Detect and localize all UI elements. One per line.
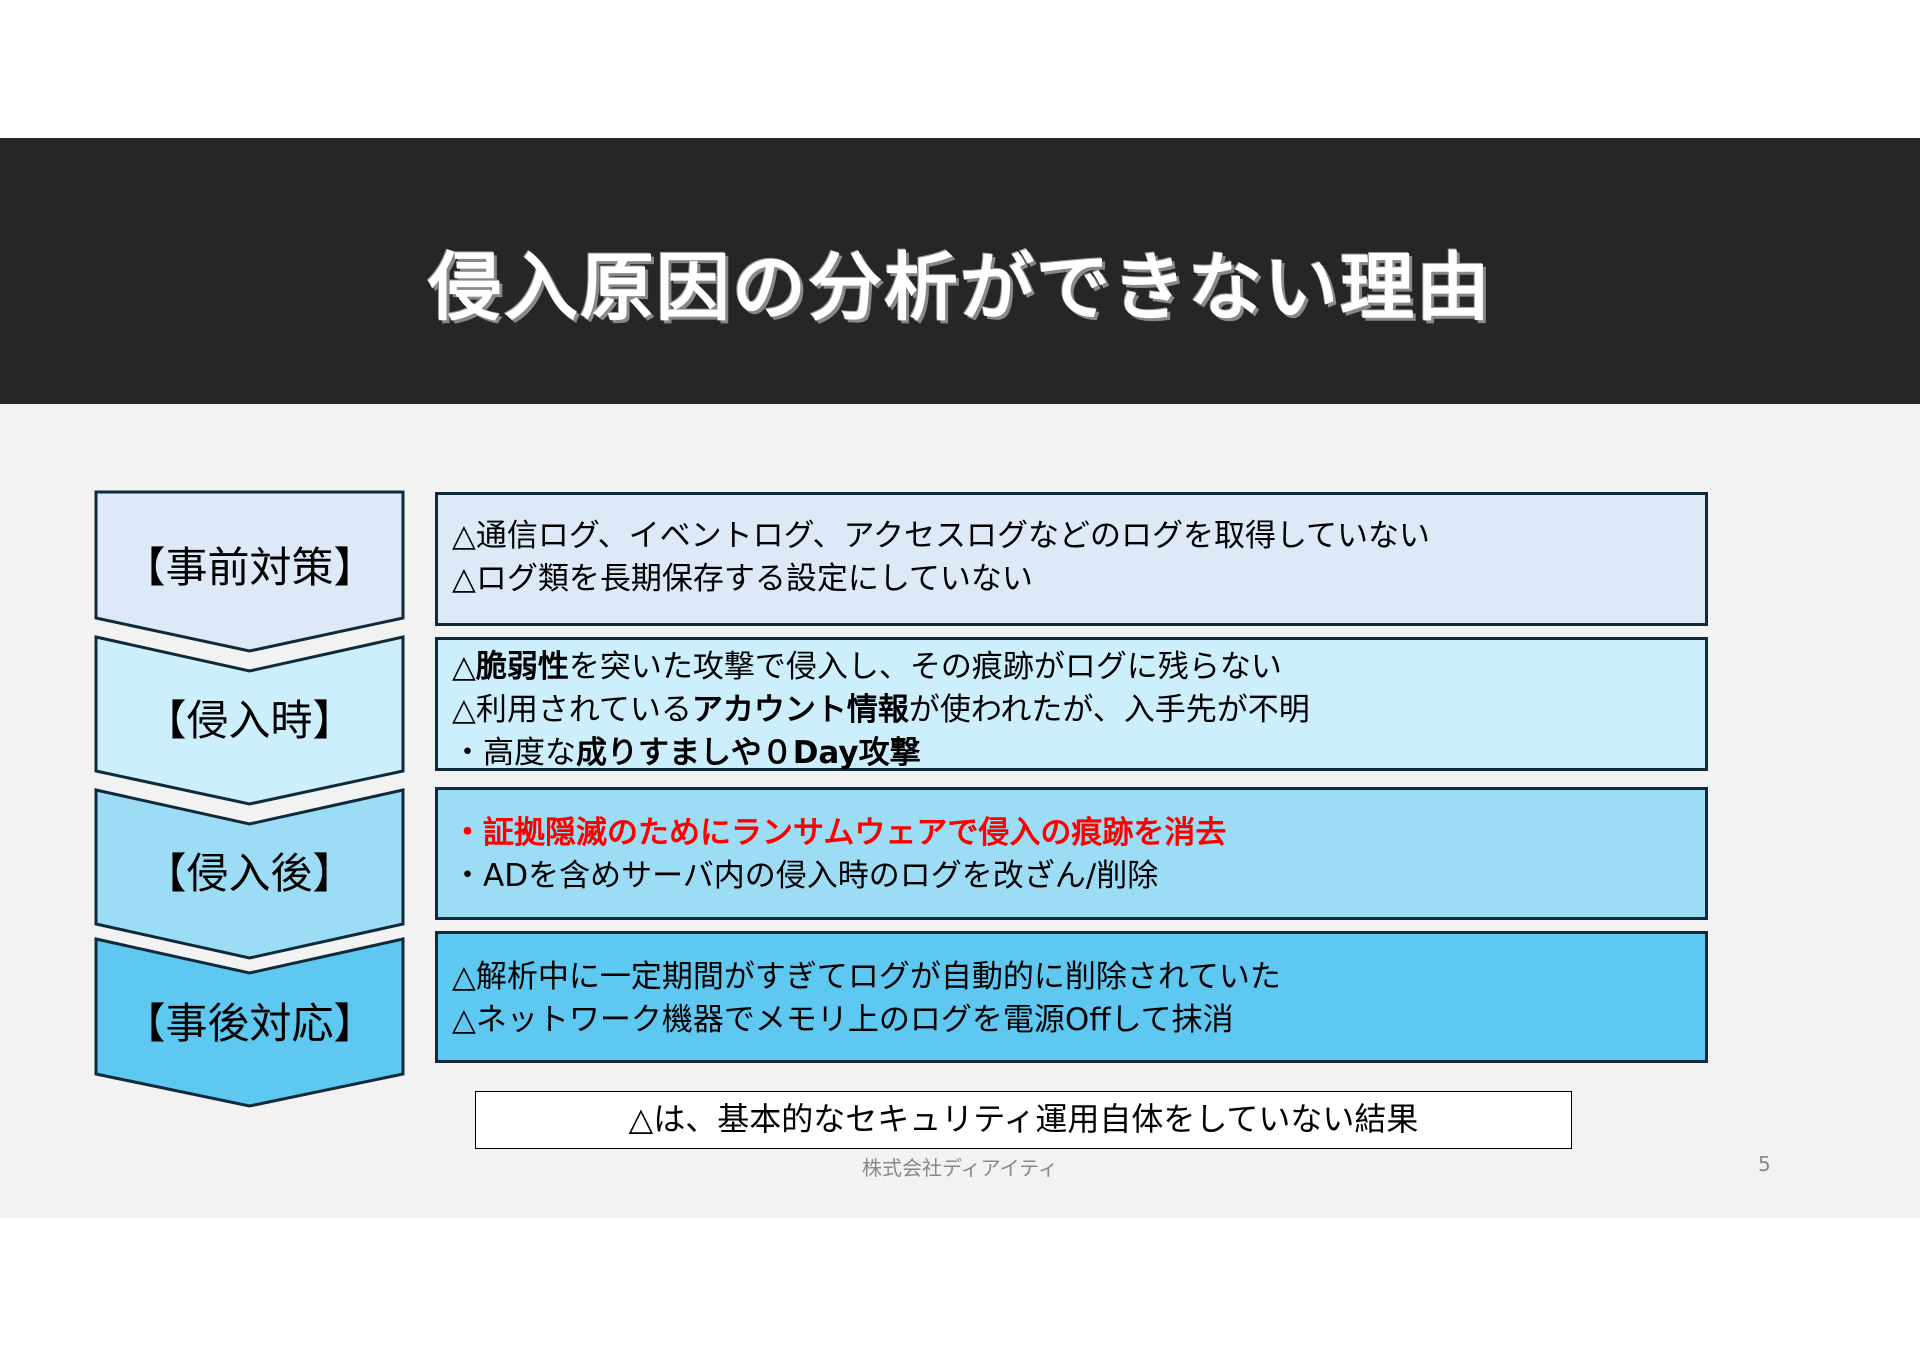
text-segment: ・高度な bbox=[452, 735, 576, 771]
stage-chevron bbox=[94, 937, 405, 1108]
text-segment: △通信ログ、イベントログ、アクセスログなどのログを取得していない bbox=[452, 518, 1431, 554]
stage-box-after: ・証拠隠滅のためにランサムウェアで侵入の痕跡を消去 ・ADを含めサーバ内の侵入時の… bbox=[435, 787, 1708, 920]
stage-line: △脆弱性を突いた攻撃で侵入し、その痕跡がログに残らない bbox=[452, 646, 1691, 689]
footer-company: 株式会社ディアイティ bbox=[862, 1156, 1058, 1180]
stage-box-pre: △通信ログ、イベントログ、アクセスログなどのログを取得していない △ログ類を長期保… bbox=[435, 492, 1708, 626]
stage-line: ・証拠隠滅のためにランサムウェアで侵入の痕跡を消去 bbox=[452, 812, 1691, 855]
stage-line: △利用されているアカウント情報が使われたが、入手先が不明 bbox=[452, 689, 1691, 732]
text-segment: △ログ類を長期保存する設定にしていない bbox=[452, 561, 1033, 597]
text-segment: △解析中に一定期間がすぎてログが自動的に削除されていた bbox=[452, 959, 1281, 995]
text-segment: アカウント情報 bbox=[691, 692, 909, 728]
text-segment: 脆弱性 bbox=[475, 649, 569, 685]
slide-title: 侵入原因の分析ができない理由 bbox=[428, 244, 1492, 331]
text-segment: △ネットワーク機器でメモリ上のログを電源Offして抹消 bbox=[452, 1002, 1234, 1038]
text-segment: が使われたが、入手先が不明 bbox=[908, 692, 1310, 728]
stage-box-during: △脆弱性を突いた攻撃で侵入し、その痕跡がログに残らない △利用されているアカウント… bbox=[435, 637, 1708, 771]
stage-line: △通信ログ、イベントログ、アクセスログなどのログを取得していない bbox=[452, 515, 1691, 558]
note-box: △は、基本的なセキュリティ運用自体をしていない結果 bbox=[475, 1091, 1572, 1149]
title-bar: 侵入原因の分析ができない理由 bbox=[0, 138, 1920, 404]
slide-body: 【事前対策】 【侵入時】 【侵入後】 【事後対応】 △通信ログ、イベントログ、ア… bbox=[0, 404, 1920, 1218]
stage-line: ・ADを含めサーバ内の侵入時のログを改ざん/削除 bbox=[452, 855, 1691, 898]
stage-line: △ネットワーク機器でメモリ上のログを電源Offして抹消 bbox=[452, 999, 1691, 1042]
stage-chevron bbox=[94, 490, 405, 653]
text-segment: を突いた攻撃で侵入し、その痕跡がログに残らない bbox=[568, 649, 1282, 685]
stage-label-during: 【侵入時】 bbox=[144, 696, 355, 745]
stage-chevron bbox=[94, 635, 405, 806]
stage-label-response: 【事後対応】 bbox=[123, 999, 376, 1048]
text-segment: △ bbox=[452, 649, 476, 685]
stage-label-pre: 【事前対策】 bbox=[123, 543, 376, 592]
text-segment: ・証拠隠滅のためにランサムウェアで侵入の痕跡を消去 bbox=[452, 815, 1227, 851]
stage-line: △解析中に一定期間がすぎてログが自動的に削除されていた bbox=[452, 956, 1691, 999]
page-number: 5 bbox=[1758, 1152, 1771, 1176]
text-segment: ・ADを含めサーバ内の侵入時のログを改ざん/削除 bbox=[452, 858, 1159, 894]
stage-label-after: 【侵入後】 bbox=[144, 849, 355, 898]
stage-box-response: △解析中に一定期間がすぎてログが自動的に削除されていた △ネットワーク機器でメモリ… bbox=[435, 931, 1708, 1063]
stage-chevron bbox=[94, 788, 405, 960]
text-segment: △利用されている bbox=[452, 692, 692, 728]
text-segment: 成りすましや０Day攻撃 bbox=[576, 735, 921, 771]
stage-line: ・高度な成りすましや０Day攻撃 bbox=[452, 732, 1691, 775]
stage-line: △ログ類を長期保存する設定にしていない bbox=[452, 558, 1691, 601]
stage-chevrons bbox=[94, 490, 405, 1108]
